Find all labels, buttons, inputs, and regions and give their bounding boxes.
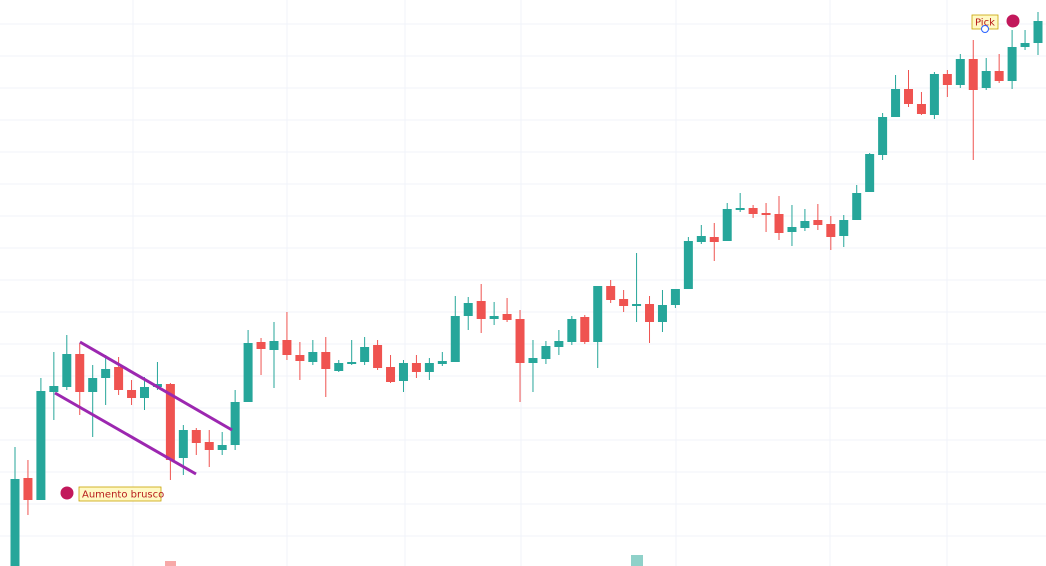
candle-body <box>269 341 279 350</box>
candle-body <box>657 305 667 322</box>
candle-body <box>593 286 603 342</box>
candle-body <box>178 430 188 458</box>
candle-body <box>813 220 823 225</box>
candle-body <box>787 227 797 232</box>
volume-bar <box>165 561 176 566</box>
candle-body <box>321 352 331 369</box>
candle-body <box>139 387 149 398</box>
candle-body <box>114 367 124 390</box>
candle-body <box>696 236 706 242</box>
candle-body <box>567 319 577 342</box>
trend-line <box>54 391 197 476</box>
candle-body <box>955 59 965 85</box>
candle-body <box>670 289 680 305</box>
candle-body <box>88 378 98 392</box>
candle-body <box>256 342 266 349</box>
candle-body <box>800 221 810 228</box>
candle-body <box>735 208 745 210</box>
candle-body <box>489 316 499 319</box>
candle-body <box>1033 21 1043 43</box>
candle-body <box>424 363 434 372</box>
candle-body <box>463 303 473 316</box>
candle-body <box>127 390 137 398</box>
candle-body <box>852 193 862 220</box>
candle-body <box>334 363 344 371</box>
candle-body <box>761 213 771 215</box>
candle-body <box>23 478 33 500</box>
candles <box>10 12 1043 566</box>
candle-body <box>360 347 370 362</box>
candle-body <box>515 319 525 363</box>
candle-body <box>476 301 486 319</box>
candle-body <box>748 208 758 214</box>
candle-body <box>217 445 227 450</box>
candle-body <box>632 304 642 306</box>
candle-body <box>722 209 732 241</box>
annotation-label: Pick <box>975 18 995 29</box>
candle-body <box>165 384 175 460</box>
candle-body <box>437 361 447 364</box>
candle-body <box>554 341 564 347</box>
candle-body <box>49 386 59 392</box>
candle-body <box>774 214 784 233</box>
candle-body <box>580 317 590 342</box>
candle-body <box>1020 43 1030 47</box>
candle-body <box>243 343 253 402</box>
candle-body <box>386 367 396 382</box>
candle-body <box>295 355 305 361</box>
candle-body <box>683 241 693 289</box>
annotation-dot <box>60 486 74 500</box>
annotation-box <box>78 486 162 502</box>
candle-body <box>450 316 460 362</box>
candle-body <box>942 74 952 85</box>
candle-body <box>282 340 292 355</box>
candle-body <box>411 363 421 372</box>
candle-body <box>10 479 20 566</box>
candle-body <box>75 354 85 392</box>
candle-body <box>1007 47 1017 81</box>
candle-body <box>541 346 551 359</box>
candle-body <box>101 369 111 378</box>
candle-body <box>709 237 719 242</box>
candle-body <box>36 391 46 500</box>
candle-body <box>916 104 926 114</box>
trend-line <box>79 340 233 432</box>
candle-body <box>606 286 616 300</box>
candle-body <box>865 154 875 192</box>
candle-body <box>62 354 72 387</box>
candle-body <box>826 224 836 237</box>
annotation-dot <box>1006 14 1020 28</box>
candle-body <box>968 59 978 90</box>
candle-body <box>904 89 914 104</box>
candle-body <box>230 402 240 445</box>
candle-body <box>891 89 901 117</box>
candle-body <box>994 71 1004 81</box>
candle-body <box>347 362 357 364</box>
candle-body <box>204 442 214 450</box>
annotation-label: Aumento brusco <box>82 490 164 501</box>
candle-body <box>929 74 939 115</box>
candle-body <box>191 430 201 443</box>
candle-body <box>878 117 888 155</box>
candle-body <box>645 304 655 322</box>
anchor-point <box>981 25 989 33</box>
candle-body <box>619 299 629 306</box>
candle-body <box>398 363 408 381</box>
candle-body <box>373 345 383 368</box>
candle-body <box>528 358 538 363</box>
candle-body <box>839 220 849 236</box>
candle-body <box>308 352 318 362</box>
candle-body <box>502 314 512 320</box>
candle-body <box>981 71 991 88</box>
volume-bar <box>631 555 643 566</box>
